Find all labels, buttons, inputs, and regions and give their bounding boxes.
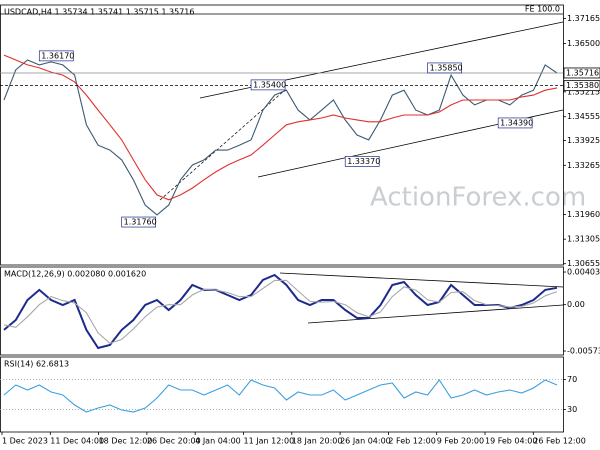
x-tick-label: 19 Feb 04:00 [485,437,537,446]
price-marker-label: 1.35716 [566,68,599,77]
y-tick-label: 1.31305 [567,235,600,244]
series-line [3,279,558,345]
price-marker [563,67,600,79]
triangle-upper [279,272,564,288]
x-tick-label: 11 Jan 12:00 [244,437,295,446]
y-tick-label: 1.31960 [567,210,600,219]
x-tick-label: 18 Jan 20:00 [292,437,343,446]
x-tick-label: 1 Dec 2023 [2,437,48,446]
panel-title: USDCAD,H4 1.35734 1.35741 1.35715 1.3571… [4,8,194,17]
panel-title: RSI(14) 62.6813 [4,360,69,369]
y-tick-label: 1.34555 [567,112,600,121]
price-marker-label: 1.35380 [566,81,599,90]
annotation-box [38,50,74,62]
y-tick-label: 0.004038 [567,268,600,277]
y-tick-label: 1.37165 [567,14,600,23]
y-tick-label: 1.33925 [567,136,600,145]
x-tick-label: 4 Jan 04:00 [195,437,241,446]
x-tick-label: 18 Dec 12:00 [99,437,153,446]
panel-border [0,4,564,266]
x-tick-label: 26 Jan 04:00 [340,437,391,446]
panel-border [0,266,564,356]
panel-title: MACD(12,26,9) 0.002080 0.001620 [4,270,146,279]
panel-border [0,356,564,433]
annotation-label: 1.36170 [41,51,74,60]
x-tick-label: 26 Dec 20:00 [147,437,201,446]
y-tick-label: 1.35215 [567,87,600,96]
annotation-box [497,117,533,129]
y-tick-label: -0.005737 [567,347,600,356]
annotation-label: 1.35850 [430,63,463,72]
annotation-label: 1.35400 [253,80,286,89]
annotation-box [250,79,286,91]
y-tick-label: 1.36500 [567,39,600,48]
annotation-label: 1.33370 [347,157,380,166]
y-tick-label: 30 [567,405,577,414]
annotation-box [344,156,380,167]
fib-line [159,89,286,201]
annotation-box [121,216,157,228]
series-line [3,59,558,216]
y-tick-label: 0.00 [567,300,585,309]
x-tick-label: 26 Feb 12:00 [533,437,585,446]
x-tick-label: 2 Feb 12:00 [388,437,435,446]
annotation-box [427,62,462,74]
y-tick-label: 70 [567,375,577,384]
annotation-label: 1.31760 [124,218,157,227]
x-tick-label: 11 Dec 04:00 [50,437,104,446]
triangle-lower [307,304,564,324]
fe-label: FE 100.0 [525,5,560,14]
annotation-label: 1.34390 [500,118,533,127]
series-line [3,54,558,201]
x-tick-label: 9 Feb 20:00 [437,437,484,446]
y-tick-label: 1.33265 [567,161,600,170]
y-tick-label: 1.30655 [567,259,600,268]
price-marker [563,80,600,92]
series-line [3,379,558,413]
watermark: ActionForex.com [370,183,586,213]
